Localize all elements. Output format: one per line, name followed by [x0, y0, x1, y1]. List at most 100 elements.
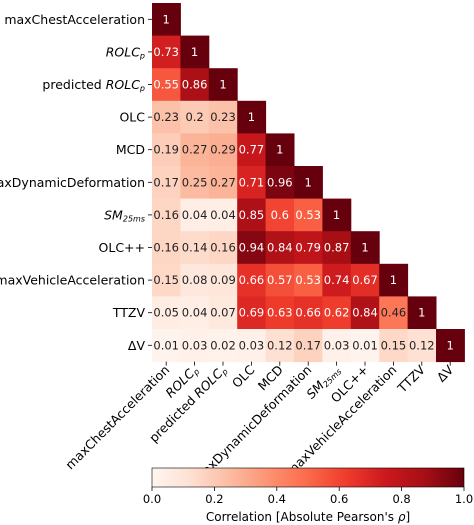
cell-value-labels: 10.73 10.55 0.86 10.23 0.2 0.23 10.19 0.27 0.29 0…: [153, 12, 453, 352]
cell-value-label: 0.15: [153, 273, 179, 287]
y-tick-label: MCD: [116, 142, 145, 157]
cell-value-label: 1: [418, 306, 425, 320]
heatmap-cell: [294, 263, 323, 297]
cell-value-label: 0.23: [153, 110, 179, 124]
colorbar-gradient: [152, 468, 464, 487]
heatmap-cell: [265, 329, 295, 363]
cell-value-label: 0.27: [210, 175, 236, 189]
cell-value-label: 0.03: [324, 338, 350, 352]
heatmap-cell: [152, 296, 181, 330]
heatmap-cell: [237, 198, 267, 232]
cell-value-label: 0.55: [153, 78, 179, 92]
y-tick-label: OLC: [119, 110, 145, 125]
cell-value-label: 0.85: [239, 208, 265, 222]
heatmap-cell: [208, 133, 238, 167]
heatmap-cell: [322, 263, 352, 297]
heatmap-cell: [350, 231, 380, 265]
cell-value-label: 0.14: [182, 241, 208, 255]
heatmap-cell: [152, 68, 181, 102]
heatmap-cell: [350, 329, 380, 363]
heatmap-cell: [208, 263, 238, 297]
heatmap-cell: [237, 263, 267, 297]
heatmap-cell: [152, 198, 181, 232]
heatmap-cells: [152, 3, 465, 363]
cell-value-label: 0.29: [210, 143, 236, 157]
cell-value-label: 0.63: [267, 306, 293, 320]
cell-value-label: 0.74: [324, 273, 350, 287]
heatmap-cell: [265, 263, 295, 297]
cell-value-label: 0.46: [381, 306, 407, 320]
cell-value-label: 0.16: [153, 208, 179, 222]
cell-value-label: 0.87: [324, 241, 350, 255]
colorbar-tick-label: 0.2: [205, 492, 223, 506]
cell-value-label: 0.12: [267, 338, 293, 352]
cell-value-label: 0.02: [210, 338, 236, 352]
y-axis: maxChestAcceleration ROLCp predicted ROLCp…: [0, 12, 152, 353]
cell-value-label: 0.79: [295, 241, 321, 255]
colorbar-tick-label: 0.0: [143, 492, 161, 506]
cell-value-label: 1: [361, 241, 368, 255]
heatmap-cell: [322, 231, 352, 265]
cell-value-label: 0.03: [239, 338, 265, 352]
heatmap-cell: [294, 296, 323, 330]
colorbar-tick-label: 1.0: [455, 492, 473, 506]
cell-value-label: 0.71: [239, 175, 265, 189]
heatmap-cell: [180, 198, 210, 232]
colorbar-frame: [151, 467, 465, 488]
heatmap-cell: [265, 296, 295, 330]
y-tick-label: TTZV: [112, 305, 146, 320]
cell-value-label: 0.16: [210, 241, 236, 255]
y-tick-label: OLC++: [99, 240, 145, 255]
cell-value-label: 0.01: [153, 338, 179, 352]
y-tick-label: SM25ms: [104, 207, 145, 223]
heatmap-cell: [180, 133, 210, 167]
y-tick-label: ROLCp: [106, 44, 145, 60]
cell-value-label: 0.77: [239, 143, 265, 157]
heatmap-cell: [152, 263, 181, 297]
cell-value-label: 0.62: [324, 306, 350, 320]
cell-value-label: 1: [248, 110, 255, 124]
y-tick-label: ΔV: [128, 338, 146, 353]
cell-value-label: 0.05: [153, 306, 179, 320]
heatmap-cell: [322, 329, 352, 363]
heatmap-cell: [265, 133, 295, 167]
heatmap-cell: [180, 329, 210, 363]
heatmap-cell: [294, 166, 323, 200]
cell-value-label: 0.04: [182, 208, 208, 222]
heatmap-cell: [294, 231, 323, 265]
heatmap-cell: [237, 166, 267, 200]
cell-value-label: 0.84: [352, 306, 378, 320]
cell-value-label: 1: [191, 45, 198, 59]
heatmap-cell: [322, 198, 352, 232]
colorbar: Correlation [Absolute Pearson's ρ] 0.0 0.…: [143, 467, 473, 524]
cell-value-label: 0.09: [210, 273, 236, 287]
cell-value-label: 0.67: [352, 273, 378, 287]
heatmap-cell: [208, 296, 238, 330]
cell-value-label: 0.96: [267, 175, 293, 189]
cell-value-label: 1: [305, 175, 312, 189]
heatmap-cell: [180, 35, 210, 69]
x-tick-label: ΔV: [434, 362, 457, 385]
heatmap-cell: [436, 329, 465, 363]
heatmap-cell: [152, 231, 181, 265]
y-tick-label: predicted ROLCp: [42, 77, 145, 93]
cell-value-label: 0.53: [295, 273, 321, 287]
y-tick-label: maxChestAcceleration: [4, 12, 145, 27]
colorbar-tick-label: 0.8: [392, 492, 410, 506]
cell-value-label: 0.19: [153, 143, 179, 157]
cell-value-label: 0.66: [295, 306, 321, 320]
cell-value-label: 0.23: [210, 110, 236, 124]
heatmap-cell: [237, 100, 267, 134]
heatmap-cell: [180, 231, 210, 265]
heatmap-cell: [208, 231, 238, 265]
heatmap-cell: [152, 3, 181, 37]
heatmap-cell: [208, 100, 238, 134]
cell-value-label: 0.17: [153, 175, 179, 189]
heatmap-cell: [322, 296, 352, 330]
heatmap-cell: [237, 329, 267, 363]
colorbar-tick-label: 0.4: [268, 492, 286, 506]
cell-value-label: 0.25: [182, 175, 208, 189]
heatmap-cell: [237, 231, 267, 265]
